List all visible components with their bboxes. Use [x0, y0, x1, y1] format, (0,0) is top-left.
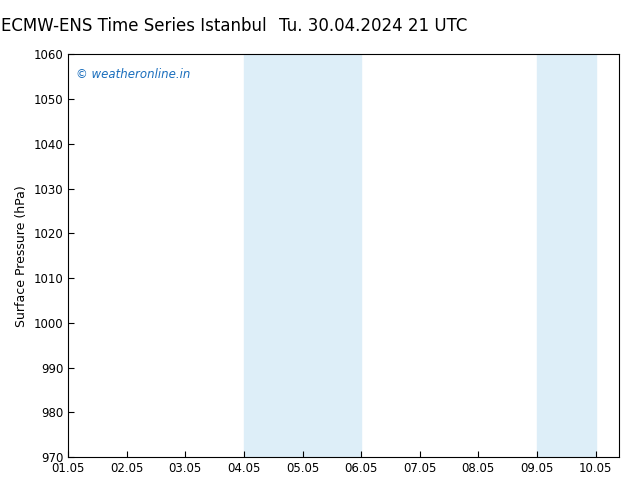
- Text: Tu. 30.04.2024 21 UTC: Tu. 30.04.2024 21 UTC: [279, 17, 467, 35]
- Text: ECMW-ENS Time Series Istanbul: ECMW-ENS Time Series Istanbul: [1, 17, 266, 35]
- Bar: [244, 54, 361, 457]
- Y-axis label: Surface Pressure (hPa): Surface Pressure (hPa): [15, 185, 28, 327]
- Bar: [537, 54, 595, 457]
- Text: © weatheronline.in: © weatheronline.in: [77, 69, 191, 81]
